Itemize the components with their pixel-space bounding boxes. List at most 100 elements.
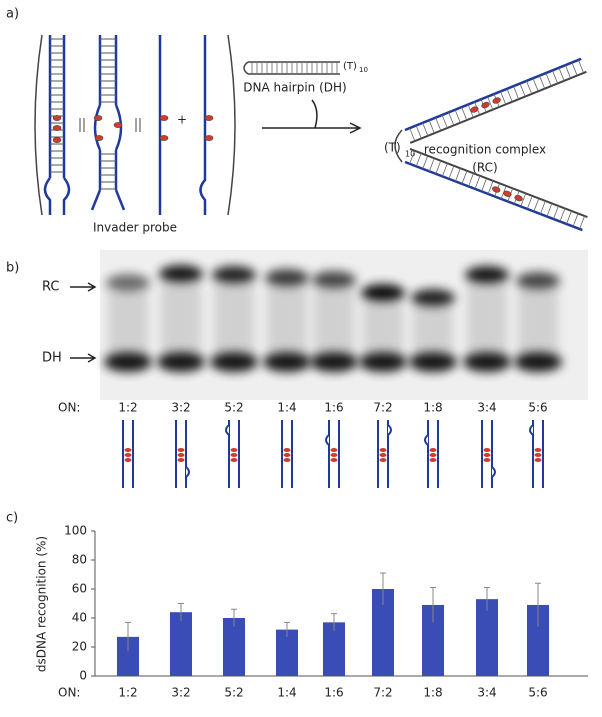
rung: [513, 86, 520, 100]
probe-icon: [175, 420, 190, 488]
strand: [404, 160, 583, 232]
band: [265, 269, 309, 287]
smear: [214, 283, 254, 356]
rung: [474, 175, 481, 190]
probe-icon: [529, 420, 544, 488]
modification: [124, 448, 132, 452]
lane-label: 1:8: [423, 401, 442, 415]
reaction-arrow: [262, 99, 362, 134]
rung: [520, 193, 527, 207]
plus-sign: +: [177, 113, 187, 127]
band-arrow: [70, 282, 97, 363]
rung: [545, 72, 552, 87]
rung: [422, 122, 429, 137]
rung: [448, 112, 455, 126]
rung: [578, 59, 584, 74]
rung: [409, 127, 416, 142]
smear: [314, 288, 354, 356]
band: [106, 274, 150, 292]
rung: [415, 153, 422, 167]
bubble: [90, 104, 126, 211]
modification: [159, 135, 169, 141]
x-tick-label: 1:8: [423, 686, 442, 700]
modification: [52, 137, 62, 143]
hairpin: [243, 61, 340, 75]
lane-label: 3:4: [477, 401, 496, 415]
lane-label: 5:6: [528, 401, 547, 415]
rung: [533, 198, 540, 212]
modification: [283, 458, 291, 462]
rung: [487, 180, 494, 195]
x-tick-label: 5:2: [224, 686, 243, 700]
modification: [204, 115, 214, 121]
bracket: [34, 34, 43, 216]
bar: [422, 604, 444, 676]
probe-icon: [122, 420, 134, 488]
modification: [483, 448, 491, 452]
modification: [177, 458, 185, 462]
band: [212, 266, 256, 284]
x-axis-label: ON:: [58, 686, 80, 700]
rung: [487, 96, 494, 110]
band: [465, 266, 509, 284]
error-bar: [331, 613, 337, 632]
lane-label: 3:2: [171, 401, 190, 415]
rung: [572, 213, 579, 227]
rung: [565, 65, 572, 79]
bulge: [491, 466, 496, 478]
rung: [532, 78, 539, 92]
smear: [518, 289, 558, 356]
rung: [566, 210, 572, 225]
strand: [404, 57, 582, 132]
caption: DNA hairpin (DH): [243, 81, 346, 95]
modification: [483, 458, 491, 462]
modification: [177, 448, 185, 452]
bulge: [325, 434, 330, 446]
band: [104, 352, 152, 372]
bulge: [185, 466, 190, 478]
caption: Invader probe: [93, 221, 177, 235]
equilibrium-arrows: [79, 118, 141, 132]
probe-icon: [225, 420, 240, 488]
band: [463, 352, 511, 372]
caption: (RC): [472, 161, 497, 175]
modification: [52, 115, 62, 121]
tag-sub: 10: [359, 66, 368, 74]
probe-icon: [481, 420, 496, 488]
smear: [267, 286, 307, 356]
modification: [492, 186, 501, 193]
strand: [409, 147, 588, 218]
modification: [429, 448, 437, 452]
error-bar: [484, 587, 490, 611]
probe-icon: [281, 420, 293, 488]
modification: [481, 101, 490, 109]
modification: [330, 458, 338, 462]
modification: [230, 453, 238, 457]
modification: [330, 453, 338, 457]
bar: [276, 629, 298, 676]
modification: [379, 453, 387, 457]
lane-label: 7:2: [373, 401, 392, 415]
strand: [409, 70, 587, 144]
smear: [363, 301, 403, 356]
rung: [559, 208, 566, 222]
band: [516, 272, 560, 290]
modification: [534, 453, 542, 457]
rung: [506, 88, 513, 102]
x-tick-label: 1:2: [118, 686, 137, 700]
rung: [422, 155, 429, 169]
rung: [500, 91, 507, 105]
rung: [526, 80, 533, 95]
y-axis-label: dsDNA recognition (%): [35, 536, 49, 672]
rung: [428, 158, 435, 172]
smear: [161, 282, 201, 356]
rung: [553, 205, 559, 220]
band: [411, 289, 455, 307]
band: [312, 271, 356, 289]
rung: [455, 168, 461, 182]
probe-icon: [377, 420, 392, 488]
smear: [467, 283, 507, 356]
modification: [379, 448, 387, 452]
